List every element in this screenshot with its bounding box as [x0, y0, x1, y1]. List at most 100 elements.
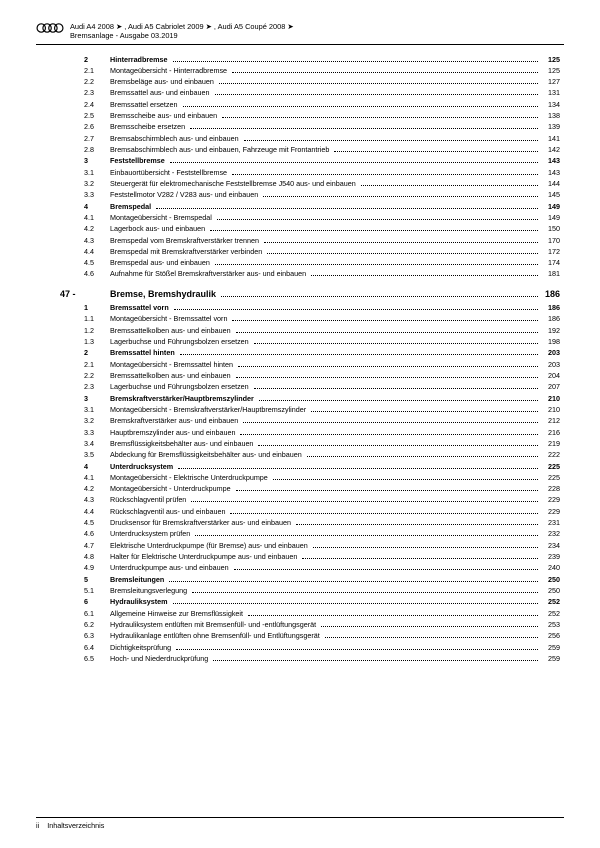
toc-entry-page: 198 — [540, 337, 560, 347]
leader — [221, 291, 538, 297]
toc-entry-number: 6.3 — [84, 631, 110, 641]
toc-entry-page: 172 — [540, 247, 560, 257]
leader — [173, 599, 538, 604]
toc-row: 4.1Montageübersicht - Bremspedal149 — [84, 213, 560, 223]
toc-entry-number: 5.1 — [84, 586, 110, 596]
toc-entry-number: 2.1 — [84, 360, 110, 370]
toc-entry-title: Rückschlagventil aus- und einbauen — [110, 507, 228, 517]
leader — [217, 215, 538, 220]
toc-entry-title: Hydrauliksystem — [110, 597, 171, 607]
toc-entry-page: 149 — [540, 202, 560, 212]
toc-entry-title: Lagerbock aus- und einbauen — [110, 224, 208, 234]
toc-entry-number: 6.2 — [84, 620, 110, 630]
toc-entry-page: 231 — [540, 518, 560, 528]
toc-entry-number: 2.1 — [84, 66, 110, 76]
leader — [232, 169, 538, 174]
toc-entry-page: 222 — [540, 450, 560, 460]
toc-entry-page: 134 — [540, 100, 560, 110]
toc-entry-title: Bremsabschirmblech aus- und einbauen — [110, 134, 242, 144]
toc-row: 2Bremssattel hinten203 — [84, 348, 560, 358]
leader — [313, 542, 538, 547]
toc-entry-page: 252 — [540, 609, 560, 619]
toc-entry-title: Bremspedal aus- und einbauen — [110, 258, 213, 268]
audi-logo — [36, 22, 64, 34]
toc-entry-page: 145 — [540, 190, 560, 200]
toc-entry-page: 174 — [540, 258, 560, 268]
toc-entry-title: Bremsbeläge aus- und einbauen — [110, 77, 217, 87]
toc-entry-number: 2 — [84, 348, 110, 358]
toc-entry-page: 256 — [540, 631, 560, 641]
toc-entry-page: 142 — [540, 145, 560, 155]
toc-entry-page: 232 — [540, 529, 560, 539]
toc-row: 4.2Lagerbock aus- und einbauen150 — [84, 224, 560, 234]
leader — [215, 260, 538, 265]
toc-entry-number: 4 — [84, 202, 110, 212]
toc-entry-page: 131 — [540, 88, 560, 98]
toc-row: 2.3Bremssattel aus- und einbauen 131 — [84, 88, 560, 98]
toc-row: 1.1Montageübersicht - Bremssattel vorn18… — [84, 314, 560, 324]
toc-entry-number: 1.2 — [84, 326, 110, 336]
document-page: Audi A4 2008 ➤ , Audi A5 Cabriolet 2009 … — [0, 0, 600, 848]
toc-entry-number: 2.8 — [84, 145, 110, 155]
toc-entry-page: 186 — [540, 303, 560, 313]
toc-row: 4.5Bremspedal aus- und einbauen174 — [84, 258, 560, 268]
toc-row: 1.2Bremssattelkolben aus- und einbauen 19… — [84, 326, 560, 336]
toc-entry-number: 2.3 — [84, 88, 110, 98]
toc-entry-number: 2.4 — [84, 100, 110, 110]
toc-entry-number: 3.1 — [84, 168, 110, 178]
toc-entry-title: Hauptbremszylinder aus- und einbauen — [110, 428, 238, 438]
toc-row: 2.8Bremsabschirmblech aus- und einbauen,… — [84, 145, 560, 155]
footer-rule — [36, 817, 564, 818]
toc-entry-number: 2.5 — [84, 111, 110, 121]
leader — [169, 576, 538, 581]
toc-entry-number: 2.2 — [84, 77, 110, 87]
header-text: Audi A4 2008 ➤ , Audi A5 Cabriolet 2009 … — [70, 22, 294, 41]
leader — [232, 68, 538, 73]
header-line-1: Audi A4 2008 ➤ , Audi A5 Cabriolet 2009 … — [70, 22, 294, 31]
toc-entry-title: Bremssattel vorn — [110, 303, 172, 313]
toc-entry-title: Montageübersicht - Bremssattel hinten — [110, 360, 236, 370]
toc-entry-title: Steuergerät für elektromechanische Fests… — [110, 179, 359, 189]
leader — [254, 384, 538, 389]
toc-entry-page: 234 — [540, 541, 560, 551]
toc-entry-title: Bremssattelkolben aus- und einbauen — [110, 326, 234, 336]
leader — [258, 441, 538, 446]
toc-entry-number: 3.3 — [84, 428, 110, 438]
leader — [244, 135, 538, 140]
toc-row: 3.2Steuergerät für elektromechanische Fe… — [84, 179, 560, 189]
toc-row: 4.2Montageübersicht - Unterdruckpumpe228 — [84, 484, 560, 494]
toc-entry-title: Bremsflüssigkeitsbehälter aus- und einba… — [110, 439, 256, 449]
toc-entry-title: Unterdrucksystem — [110, 462, 176, 472]
toc-entry-number: 4.4 — [84, 507, 110, 517]
toc-entry-number: 4.3 — [84, 236, 110, 246]
toc-entry-number: 4.6 — [84, 529, 110, 539]
footer-page-number: ii — [36, 821, 39, 830]
leader — [192, 588, 538, 593]
toc-entry-page: 240 — [540, 563, 560, 573]
toc-row: 5.1Bremsleitungsverlegung250 — [84, 586, 560, 596]
toc-entry-title: Feststellmotor V282 / V283 aus- und einb… — [110, 190, 261, 200]
toc-entry-title: Lagerbuchse und Führungsbolzen ersetzen — [110, 337, 252, 347]
leader — [178, 463, 538, 468]
toc-entry-number: 4.6 — [84, 269, 110, 279]
toc-entry-number: 2.3 — [84, 382, 110, 392]
leader — [222, 113, 538, 118]
toc-entry-number: 4.7 — [84, 541, 110, 551]
toc-row: 3.2Bremskraftverstärker aus- und einbaue… — [84, 416, 560, 426]
toc-entry-page: 181 — [540, 269, 560, 279]
toc-entry-page: 259 — [540, 643, 560, 653]
toc-entry-page: 192 — [540, 326, 560, 336]
chapter-heading: 47 - Bremse, Bremshydraulik 186 — [60, 289, 560, 299]
toc-row: 4.4Rückschlagventil aus- und einbauen 229 — [84, 507, 560, 517]
toc-entry-number: 3.5 — [84, 450, 110, 460]
toc-entry-number: 3.3 — [84, 190, 110, 200]
toc-entry-page: 186 — [540, 314, 560, 324]
toc-row: 4.7Elektrische Unterdruckpumpe (für Brem… — [84, 541, 560, 551]
toc-entry-title: Bremssattel aus- und einbauen — [110, 88, 213, 98]
toc-entry-page: 229 — [540, 507, 560, 517]
leader — [190, 124, 538, 129]
toc-entry-number: 6.5 — [84, 654, 110, 664]
toc-entry-page: 143 — [540, 168, 560, 178]
toc-entry-number: 6.1 — [84, 609, 110, 619]
toc-entry-title: Bremskraftverstärker/Hauptbremszylinder — [110, 394, 257, 404]
